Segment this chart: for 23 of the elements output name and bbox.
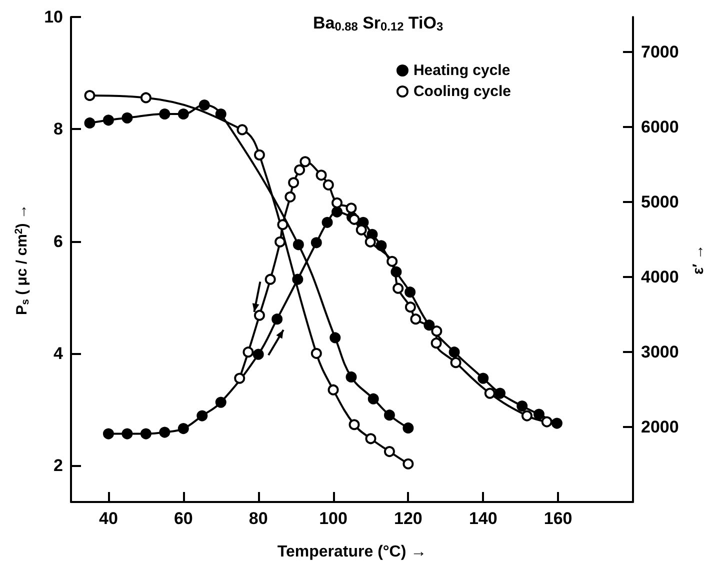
y2-axis-title: ε′ →	[690, 244, 707, 274]
y-axis-title: Ps ( μc / cm2) →	[12, 204, 32, 315]
y2-tick-label: 4000	[641, 268, 679, 287]
y2-tick-label: 3000	[641, 342, 679, 362]
x-axis-title: Temperature (°C) →	[277, 544, 427, 560]
x-tick-label: 60	[174, 509, 193, 528]
y-tick-label: 2	[54, 456, 63, 476]
y2-tick-label: 5000	[641, 192, 679, 212]
y-tick-label: 10	[44, 8, 63, 26]
x-tick-label: 40	[99, 509, 118, 528]
y-tick-label: 4	[54, 344, 64, 363]
y2-tick-label: 2000	[641, 418, 679, 437]
legend-label: Cooling cycle	[413, 83, 512, 100]
x-tick-label: 140	[468, 509, 498, 528]
x-tick-label: 100	[319, 509, 348, 528]
legend-label: Heating cycle	[413, 62, 510, 79]
y2-tick-label: 7000	[641, 42, 679, 62]
x-tick-label: 120	[394, 509, 422, 528]
y2-tick-label: 6000	[641, 118, 679, 137]
x-tick-label: 160	[544, 509, 572, 528]
y-tick-label: 8	[54, 120, 63, 139]
y-tick-label: 6	[54, 232, 63, 251]
x-tick-label: 80	[248, 509, 268, 528]
